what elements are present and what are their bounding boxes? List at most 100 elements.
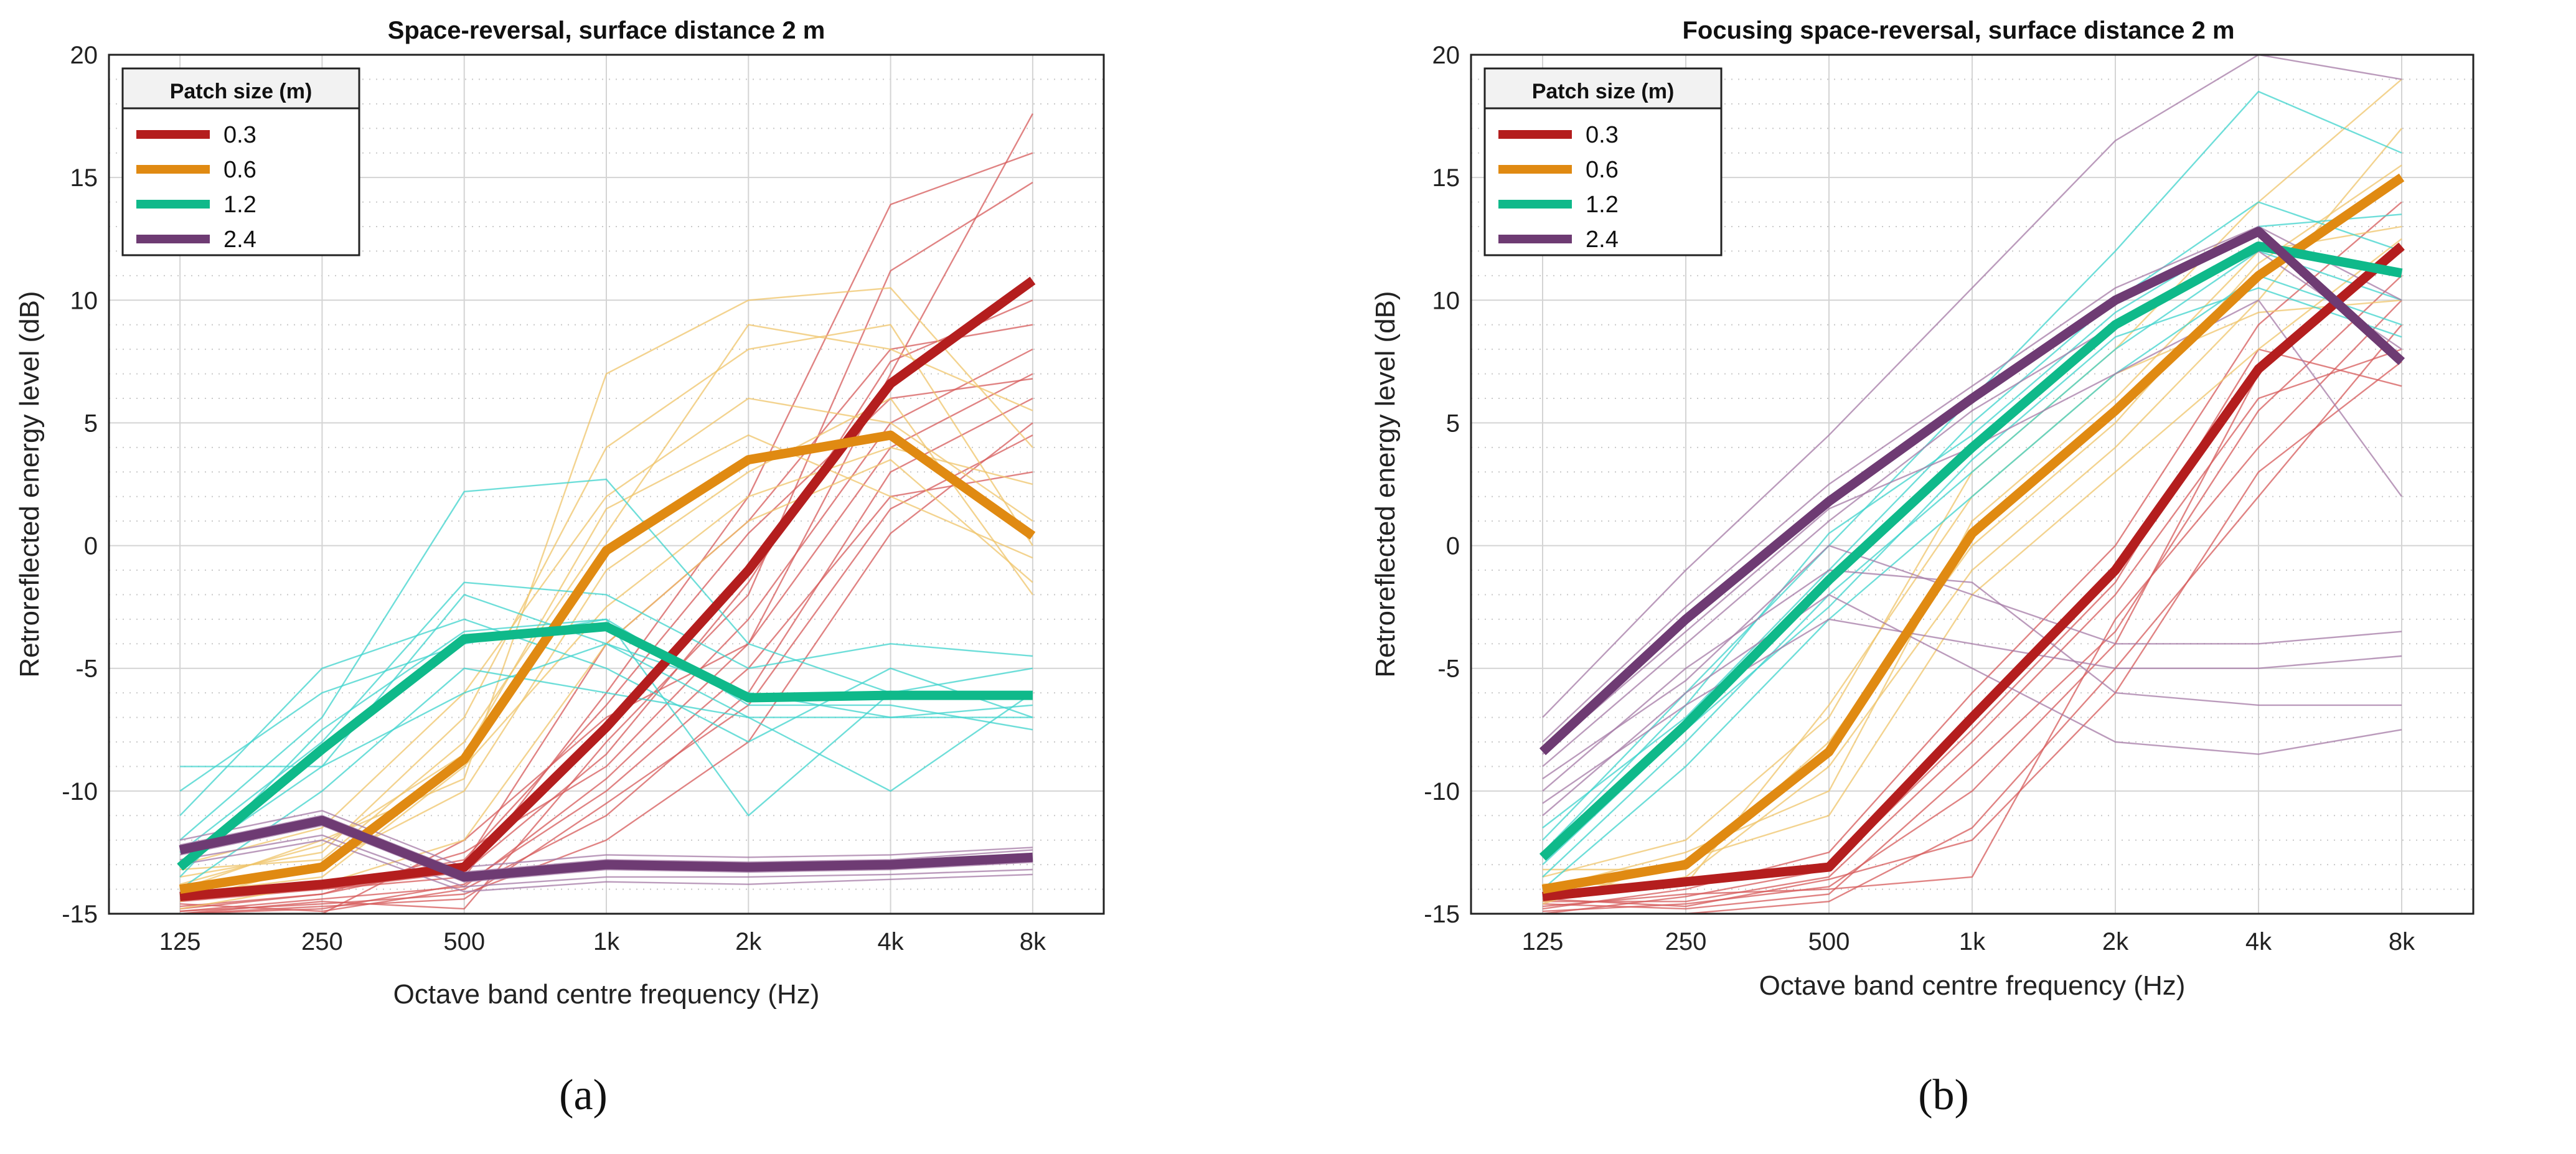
x-tick-labels: 125 250 500 1k 2k 4k 8k	[1522, 928, 2415, 955]
legend-title: Patch size (m)	[170, 80, 313, 103]
plot-frame	[108, 54, 1105, 915]
thin-line-1.2	[180, 643, 1033, 767]
y-tick-label: 10	[1432, 287, 1460, 314]
legend-label-1.2: 1.2	[223, 192, 256, 218]
thin-line-2.4	[179, 815, 1033, 873]
thin-line-0.6	[179, 434, 1033, 885]
thin-line-2.4	[1542, 545, 2402, 780]
y-tick-label: -10	[62, 778, 98, 805]
thin-line-0.3	[179, 181, 1033, 915]
y-tick-labels: -15 -10 -5 0 5 10 15 20	[1424, 42, 1460, 928]
legend: Patch size (m) 0.3 0.6 1.2 2.4	[1483, 67, 1723, 256]
legend-items: 0.3 0.6 1.2 2.4	[1498, 122, 1619, 253]
y-tick-label: 15	[1432, 164, 1460, 192]
thin-line-2.4	[1542, 594, 2402, 817]
panel-label: (a)	[559, 1071, 608, 1119]
y-axis-label: Retroreflected energy level (dB)	[1370, 291, 1401, 677]
mean-line-2.4	[179, 815, 1033, 882]
y-tick-label: -5	[1437, 655, 1460, 683]
thin-line-0.6	[179, 324, 1033, 878]
thin-line-0.3	[180, 422, 1033, 912]
y-tick-label: -15	[62, 901, 98, 928]
x-tick-label: 125	[159, 928, 201, 955]
legend-title-bg	[1486, 70, 1720, 108]
mean-line-1.2	[177, 622, 1033, 871]
thin-line-0.3	[179, 113, 1033, 912]
x-tick-label: 1k	[593, 928, 620, 955]
legend-title: Patch size (m)	[1532, 80, 1675, 103]
plot-frame	[1470, 54, 2475, 915]
legend-label-1.2: 1.2	[1586, 192, 1619, 218]
y-tick-labels: -15 -10 -5 0 5 10 15 20	[62, 42, 98, 928]
y-tick-label: 20	[1432, 42, 1460, 69]
thin-line-2.4	[179, 839, 1033, 893]
y-axis-label: Retroreflected energy level (dB)	[14, 291, 45, 677]
thin-line-0.3	[180, 434, 1033, 915]
y-tick-label: 15	[70, 164, 98, 192]
thin-line-2.4	[179, 834, 1033, 888]
x-tick-labels: 125 250 500 1k 2k 4k 8k	[159, 928, 1046, 955]
thin-line-0.3	[180, 397, 1033, 912]
legend: Patch size (m) 0.3 0.6 1.2 2.4	[121, 67, 360, 256]
legend-label-0.6: 0.6	[1586, 157, 1619, 183]
mean-line-2.4	[1539, 227, 2405, 756]
x-tick-label: 4k	[877, 928, 904, 955]
thin-line-2.4	[1542, 569, 2402, 792]
mean-line-1.2	[1539, 242, 2403, 861]
thin-line-0.6	[179, 446, 1033, 895]
thin-line-1.2	[1542, 201, 2402, 828]
x-tick-label: 125	[1522, 928, 1564, 955]
x-tick-label: 250	[1665, 928, 1707, 955]
y-tick-label: 5	[1446, 410, 1460, 437]
legend-label-2.4: 2.4	[223, 227, 256, 253]
y-tick-label: -10	[1424, 778, 1460, 805]
thin-line-0.6	[180, 324, 1033, 871]
y-tick-label: 5	[84, 410, 98, 437]
mean-line-0.6	[179, 430, 1036, 894]
thin-line-0.3	[1542, 360, 2402, 908]
x-tick-label: 8k	[1020, 928, 1046, 955]
legend-label-0.3: 0.3	[223, 122, 256, 148]
thin-line-1.2	[179, 667, 1033, 890]
chart-title: Focusing space-reversal, surface distanc…	[1682, 17, 2234, 44]
mean-lines	[177, 276, 1036, 901]
legend-label-0.6: 0.6	[223, 157, 256, 183]
mean-lines	[1539, 173, 2405, 901]
panel-a: Space-reversal, surface distance 2 m -15…	[14, 17, 1105, 1119]
thin-line-2.4	[179, 810, 1033, 868]
thin-line-0.3	[1542, 201, 2402, 910]
thin-line-1.2	[179, 618, 1033, 817]
y-tick-label: -15	[1424, 901, 1460, 928]
y-tick-label: 10	[70, 287, 98, 314]
legend-title-bg	[124, 70, 358, 108]
x-axis-label: Octave band centre frequency (Hz)	[393, 979, 820, 1010]
thin-line-0.3	[1543, 348, 2402, 903]
mean-line-0.3	[179, 276, 1036, 901]
x-tick-label: 2k	[735, 928, 762, 955]
x-tick-label: 4k	[2245, 928, 2272, 955]
y-tick-label: 0	[1446, 533, 1460, 560]
x-tick-label: 1k	[1959, 928, 1986, 955]
thin-line-0.3	[1542, 299, 2402, 908]
legend-items: 0.3 0.6 1.2 2.4	[136, 122, 256, 253]
x-tick-label: 500	[1808, 928, 1850, 955]
mean-line-0.6	[1541, 173, 2405, 894]
thin-line-1.2	[179, 581, 1033, 853]
x-tick-label: 250	[301, 928, 343, 955]
legend-label-2.4: 2.4	[1586, 227, 1619, 253]
y-tick-label: -5	[75, 655, 98, 683]
thin-line-0.6	[1543, 164, 2402, 871]
panel-label: (b)	[1918, 1071, 1969, 1119]
x-tick-label: 2k	[2102, 928, 2129, 955]
thin-line-2.4	[1542, 618, 2402, 804]
y-tick-label: 20	[70, 42, 98, 69]
thin-line-0.3	[180, 299, 1033, 898]
x-axis-label: Octave band centre frequency (Hz)	[1759, 970, 2186, 1001]
thin-line-0.3	[1542, 275, 2402, 910]
legend-label-0.3: 0.3	[1586, 122, 1619, 148]
x-tick-label: 8k	[2389, 928, 2415, 955]
x-tick-label: 500	[443, 928, 485, 955]
thin-line-0.6	[179, 397, 1033, 866]
panel-b: Focusing space-reversal, surface distanc…	[1370, 17, 2475, 1119]
